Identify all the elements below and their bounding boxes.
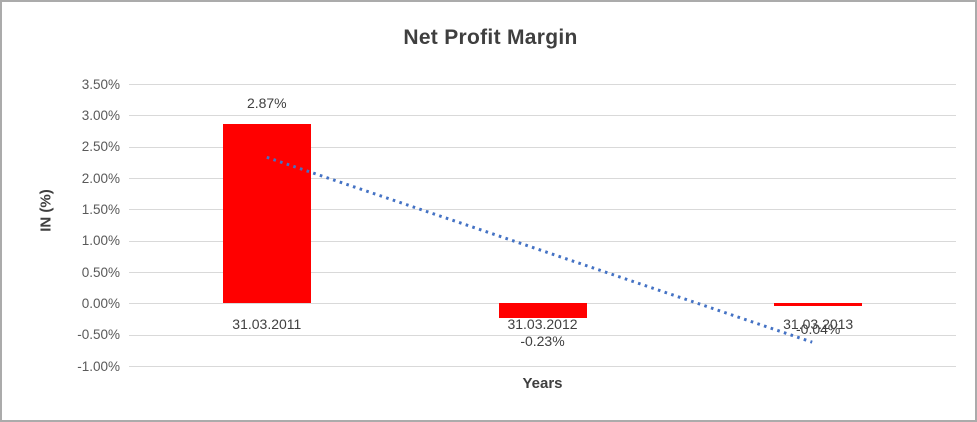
chart-title: Net Profit Margin [403,26,578,49]
y-axis-tick-label: 0.00% [81,295,120,311]
x-axis-title: Years [522,375,563,392]
category-label: 31.03.2011 [232,316,302,333]
y-axis-tick-label: 1.00% [81,233,120,249]
gridline [129,178,956,179]
bar-31.03.2011 [222,123,311,304]
plot-area: 31.03.2011 31.03.2012 31.03.2013 2.87% -0.23… [129,84,956,367]
y-axis-tick-label: -0.50% [77,327,120,343]
gridline [129,334,956,336]
gridline [129,272,956,273]
gridline [129,84,956,85]
gridline [129,240,956,242]
gridline [129,146,956,148]
y-axis-tick-label: 2.00% [81,170,120,186]
y-axis-tick-label: 3.00% [81,107,120,123]
bar-31.03.2012 [498,303,587,318]
y-axis-tick-label: -1.00% [77,358,120,374]
gridline [129,366,956,367]
trendline [266,155,813,344]
gridline [129,209,956,211]
data-label: 2.87% [246,94,287,111]
category-label: 31.03.2012 [507,316,578,333]
gridline [129,115,956,117]
y-axis-tick-label: 0.50% [81,264,120,280]
category-label: 31.03.2013 [783,316,854,333]
y-axis-tick-label: 2.50% [81,139,120,155]
bar-31.03.2013 [774,303,863,306]
y-axis-tick-label: 3.50% [81,76,120,92]
y-axis-tick-label: 1.50% [81,201,120,217]
data-label: -0.04% [796,320,841,337]
data-label: -0.23% [520,332,565,349]
